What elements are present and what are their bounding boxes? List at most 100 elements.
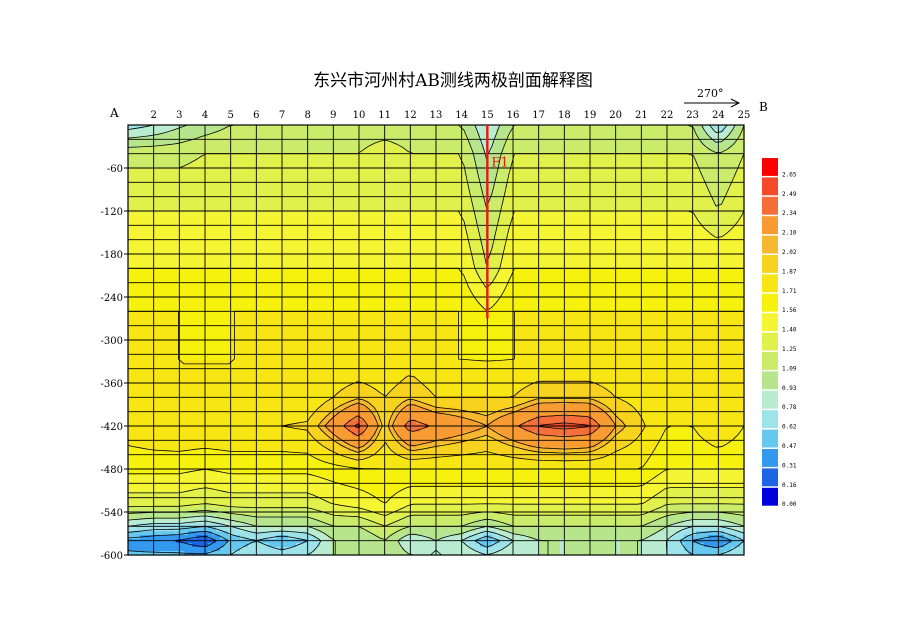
heatmap-cell	[140, 503, 145, 508]
heatmap-cell	[296, 268, 301, 273]
heatmap-cell	[188, 308, 193, 313]
heatmap-cell	[188, 256, 193, 261]
heatmap-cell	[300, 300, 305, 305]
heatmap-cell	[308, 129, 313, 134]
heatmap-cell	[128, 201, 133, 206]
heatmap-cell	[232, 205, 237, 210]
heatmap-cell	[152, 483, 157, 488]
heatmap-cell	[136, 157, 141, 162]
heatmap-cell	[192, 300, 197, 305]
heatmap-cell	[144, 467, 149, 472]
heatmap-cell	[156, 320, 161, 325]
heatmap-cell	[244, 428, 249, 433]
heatmap-cell	[144, 312, 149, 317]
heatmap-cell	[292, 272, 297, 277]
heatmap-cell	[156, 185, 161, 190]
heatmap-cell	[196, 412, 201, 417]
heatmap-cell	[260, 177, 265, 182]
heatmap-cell	[136, 141, 141, 146]
heatmap-cell	[140, 428, 145, 433]
heatmap-cell	[260, 125, 265, 130]
heatmap-cell	[208, 412, 213, 417]
heatmap-cell	[196, 197, 201, 202]
heatmap-cell	[220, 229, 225, 234]
heatmap-cell	[164, 400, 169, 405]
heatmap-cell	[268, 324, 273, 329]
heatmap-cell	[212, 400, 217, 405]
heatmap-cell	[276, 519, 281, 524]
heatmap-cell	[224, 324, 229, 329]
heatmap-cell	[160, 348, 165, 353]
heatmap-cell	[184, 324, 189, 329]
heatmap-cell	[168, 177, 173, 182]
heatmap-cell	[152, 328, 157, 333]
heatmap-cell	[276, 432, 281, 437]
heatmap-cell	[212, 404, 217, 409]
heatmap-cell	[140, 344, 145, 349]
chart-title: 东兴市河州村AB测线两极剖面解释图	[313, 71, 593, 91]
heatmap-cell	[164, 396, 169, 401]
heatmap-cell	[296, 444, 301, 449]
heatmap-cell	[152, 221, 157, 226]
heatmap-cell	[244, 340, 249, 345]
heatmap-cell	[236, 129, 241, 134]
heatmap-cell	[148, 416, 153, 421]
heatmap-cell	[172, 328, 177, 333]
heatmap-cell	[172, 360, 177, 365]
heatmap-cell	[192, 320, 197, 325]
heatmap-cell	[244, 436, 249, 441]
heatmap-cell	[128, 372, 133, 377]
heatmap-cell	[208, 344, 213, 349]
heatmap-cell	[308, 145, 313, 150]
heatmap-cell	[188, 535, 193, 540]
heatmap-cell	[164, 360, 169, 365]
heatmap-cell	[284, 256, 289, 261]
heatmap-cell	[168, 256, 173, 261]
heatmap-cell	[308, 388, 313, 393]
heatmap-cell	[140, 531, 145, 536]
heatmap-cell	[264, 268, 269, 273]
heatmap-cell	[176, 444, 181, 449]
heatmap-cell	[288, 308, 293, 313]
heatmap-cell	[160, 499, 165, 504]
heatmap-cell	[212, 133, 217, 138]
heatmap-cell	[140, 328, 145, 333]
heatmap-cell	[236, 364, 241, 369]
heatmap-cell	[260, 169, 265, 174]
heatmap-cell	[292, 360, 297, 365]
heatmap-cell	[140, 547, 145, 552]
heatmap-cell	[140, 292, 145, 297]
heatmap-cell	[240, 240, 245, 245]
heatmap-cell	[236, 236, 241, 241]
heatmap-cell	[232, 177, 237, 182]
heatmap-cell	[212, 308, 217, 313]
heatmap-cell	[220, 149, 225, 154]
heatmap-cell	[220, 483, 225, 488]
heatmap-cell	[244, 129, 249, 134]
heatmap-cell	[172, 444, 177, 449]
heatmap-cell	[240, 149, 245, 154]
heatmap-cell	[128, 229, 133, 234]
heatmap-cell	[152, 276, 157, 281]
heatmap-cell	[276, 308, 281, 313]
heatmap-cell	[160, 463, 165, 468]
heatmap-cell	[180, 181, 185, 186]
heatmap-cell	[312, 141, 317, 146]
heatmap-cell	[212, 455, 217, 460]
heatmap-cell	[292, 244, 297, 249]
heatmap-cell	[192, 388, 197, 393]
heatmap-cell	[148, 213, 153, 218]
heatmap-cell	[236, 213, 241, 218]
heatmap-cell	[212, 320, 217, 325]
heatmap-cell	[212, 416, 217, 421]
heatmap-cell	[248, 229, 253, 234]
heatmap-cell	[216, 380, 221, 385]
heatmap-cell	[240, 463, 245, 468]
heatmap-cell	[264, 412, 269, 417]
heatmap-cell	[200, 547, 205, 552]
heatmap-cell	[172, 400, 177, 405]
heatmap-cell	[168, 459, 173, 464]
heatmap-cell	[224, 388, 229, 393]
heatmap-cell	[248, 360, 253, 365]
heatmap-cell	[176, 491, 181, 496]
